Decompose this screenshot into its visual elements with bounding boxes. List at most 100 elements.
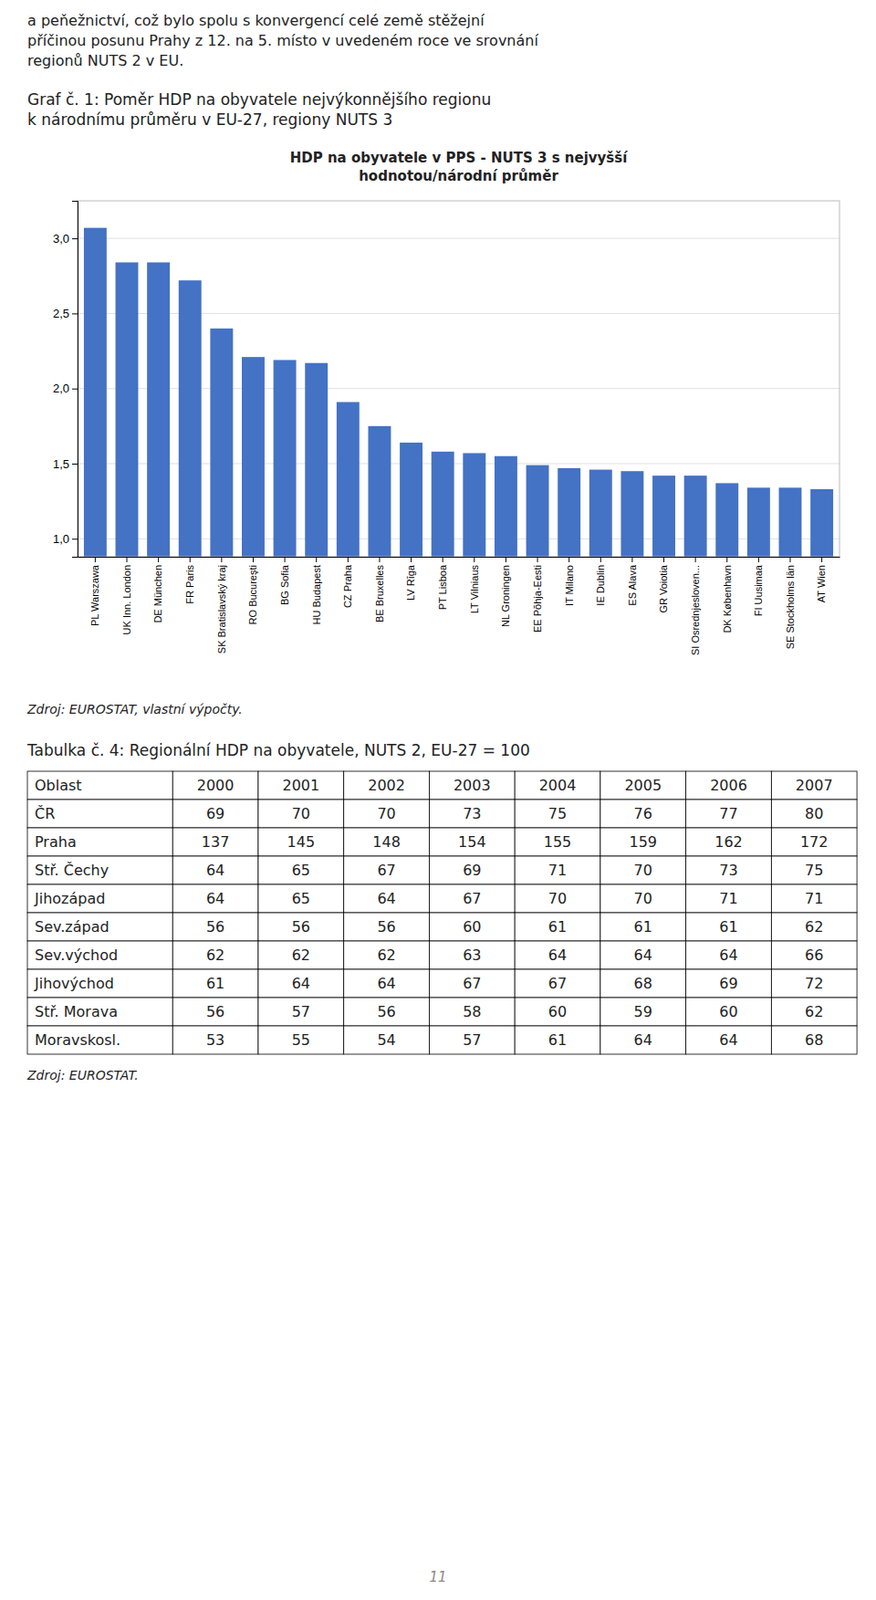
- figure-caption: Graf č. 1: Poměr HDP na obyvatele nejvýk…: [27, 90, 491, 129]
- table-cell: [258, 771, 345, 800]
- table-cell-text: 61: [548, 917, 567, 936]
- table-cell-text: 77: [719, 804, 738, 823]
- table-cell: [428, 827, 515, 856]
- table-cell: [600, 855, 687, 885]
- table-cell-text: 62: [292, 946, 311, 964]
- x-tick: ES Alava: [626, 556, 638, 606]
- x-axis: PL WarszawaUK Inn. LondonDE MünchenFR Pa…: [78, 556, 841, 656]
- table-cell: [771, 771, 857, 800]
- y-tick-mark: [72, 463, 78, 465]
- table-cell-text: Sev.východ: [34, 946, 118, 964]
- table-cell-text: 71: [548, 861, 567, 879]
- table-cell-text: 64: [376, 889, 396, 908]
- x-tick-mark: [315, 556, 317, 563]
- table-cell-text: 62: [206, 946, 225, 964]
- table-cell: [258, 827, 345, 856]
- table-cell-text: 65: [292, 861, 311, 879]
- x-tick: IE Dublin: [594, 556, 606, 606]
- x-tick-label: IE Dublin: [594, 564, 606, 606]
- x-tick-label: FI Uusimaa: [752, 563, 764, 616]
- y-tick: 1,5: [52, 457, 78, 471]
- y-axis-line: [72, 201, 79, 558]
- table-cell-text: 71: [804, 889, 824, 908]
- table-cell: [686, 912, 772, 941]
- x-tick-mark: [568, 556, 570, 563]
- table-cell: [514, 827, 601, 856]
- table-cell-text: 60: [719, 1002, 738, 1021]
- table-cell: [428, 940, 515, 970]
- x-tick-mark: [252, 556, 254, 563]
- bar: [494, 456, 518, 557]
- x-tick-mark: [220, 556, 222, 563]
- x-tick: SE Stockholms län: [784, 556, 796, 649]
- bar: [747, 487, 771, 557]
- table-cell-text: 64: [376, 974, 396, 992]
- x-tick-mark: [663, 556, 665, 563]
- table-cell-text: Stř. Čechy: [34, 861, 109, 879]
- x-tick-mark: [157, 556, 159, 563]
- y-tick-mark: [72, 538, 78, 540]
- table-cell: [172, 855, 259, 885]
- table-cell-text: 172: [800, 833, 829, 851]
- table-cell-text: 62: [804, 1002, 824, 1021]
- table-cell-text: 62: [804, 917, 824, 936]
- x-tick: EE Põhja-Eesti: [531, 556, 543, 633]
- table-cell-text: 154: [458, 833, 487, 851]
- x-tick-label: LT Vilniaus: [469, 564, 480, 615]
- x-tick-label: HU Budapest: [311, 564, 323, 625]
- table-cell-text: 68: [634, 974, 653, 992]
- table-cell: [258, 969, 345, 998]
- table-cell-text: 72: [804, 974, 824, 992]
- table-source: Zdroj: EUROSTAT.: [26, 1067, 139, 1083]
- table-cell: [344, 827, 430, 856]
- x-tick-label: GR Voiotia: [657, 563, 669, 613]
- table-cell-text: Jihovýchod: [33, 974, 115, 992]
- x-tick: CZ Praha: [342, 556, 354, 608]
- table-cell: [600, 969, 687, 998]
- x-tick: PT Lisboa: [437, 556, 449, 610]
- table-header: 2005: [624, 776, 662, 794]
- x-tick-label: LV Rīga: [405, 563, 417, 601]
- bar: [589, 469, 613, 557]
- bar: [83, 228, 107, 557]
- table-cell-text: 64: [719, 1031, 738, 1049]
- x-tick: SI Osrednjesloven...: [689, 556, 701, 656]
- table-cell-text: 67: [548, 974, 567, 992]
- y-tick: 1,0: [52, 531, 78, 546]
- body-text-line: příčinou posunu Prahy z 12. na 5. místo …: [27, 31, 539, 50]
- table-cell-text: 70: [634, 861, 653, 879]
- table-cell: [344, 969, 430, 998]
- table-cell-text: 70: [548, 889, 567, 908]
- x-tick-mark: [94, 556, 96, 563]
- x-tick-label: PL Warszawa: [89, 563, 101, 626]
- table-cell-text: 69: [719, 974, 738, 992]
- x-tick-mark: [789, 556, 791, 563]
- bar: [178, 280, 202, 557]
- table-cell: [344, 940, 430, 970]
- table-cell-text: Moravskosl.: [34, 1031, 121, 1049]
- table-cell: [514, 940, 601, 970]
- table-cell-text: 70: [376, 804, 396, 823]
- table-cell-text: 61: [634, 917, 653, 936]
- y-tick-label: 1,0: [52, 531, 70, 546]
- table-cell: [344, 799, 430, 828]
- table-cell: [514, 997, 601, 1026]
- y-tick-label: 3,0: [52, 231, 70, 246]
- x-tick: GR Voiotia: [657, 556, 669, 614]
- body-text-line: a peňežnictví, což bylo spolu s konverge…: [27, 11, 485, 30]
- table-cell-text: Sev.západ: [34, 917, 110, 936]
- bar: [620, 470, 644, 557]
- x-tick-label: SE Stockholms län: [784, 564, 796, 649]
- x-tick: DK København: [721, 556, 733, 634]
- table-cell: [27, 855, 173, 885]
- x-tick: UK Inn. London: [121, 556, 133, 635]
- x-tick: HU Budapest: [311, 556, 323, 625]
- x-tick-mark: [410, 556, 412, 563]
- table-cell-text: 56: [206, 917, 225, 936]
- page: a peňežnictví, což bylo spolu s konverge…: [0, 0, 876, 1600]
- bar: [241, 356, 265, 557]
- table-cell-text: 61: [206, 974, 225, 992]
- x-axis-line: [78, 556, 841, 558]
- bar: [115, 261, 139, 557]
- x-tick-label: RO Bucureşti: [247, 564, 259, 625]
